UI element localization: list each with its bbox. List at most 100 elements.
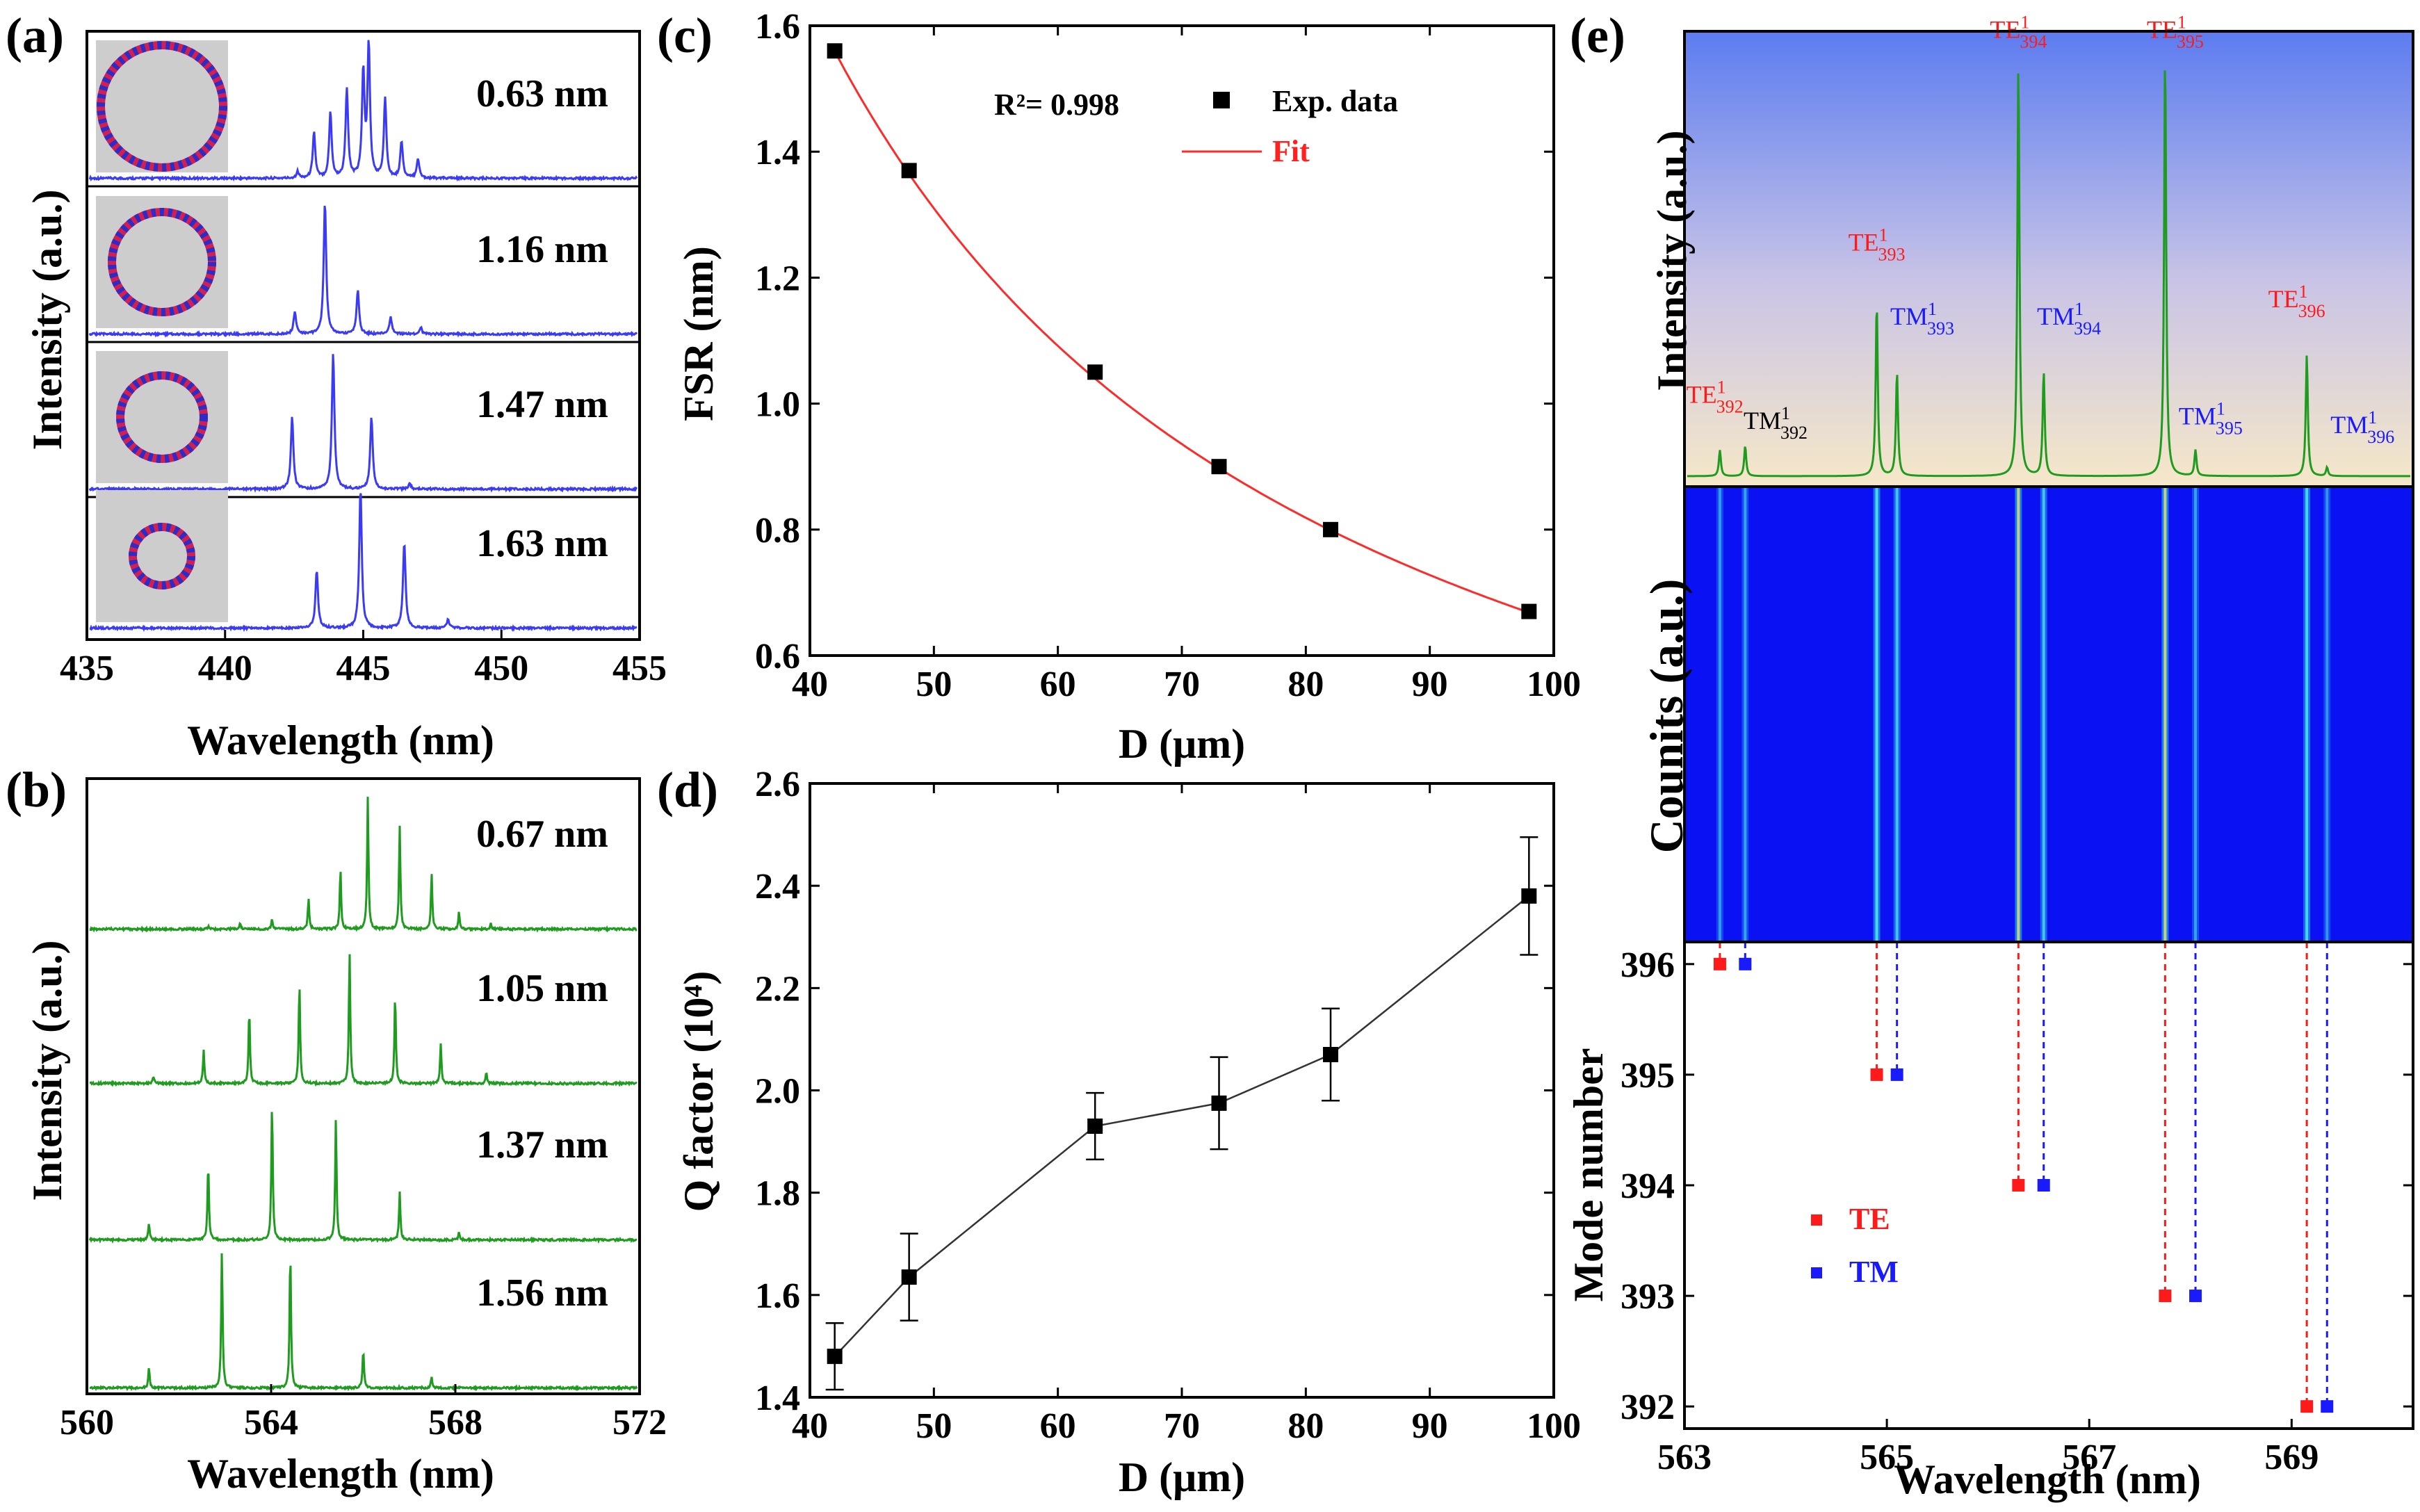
panel-e-mode-ylabel: Mode number [1566,1048,1611,1302]
panel-d-ytick-label: 1.6 [755,1276,800,1316]
panel-e-ytick-label: 392 [1621,1388,1675,1427]
q-factor-line [834,895,1530,1357]
mode-label: TE1 393 [1849,225,1906,265]
q-factor-point [827,1349,843,1365]
panel-e-spectrum-line [1687,70,2410,478]
tm-mode-point [2189,1290,2202,1303]
panel-d-xlabel: D (μm) [1119,1454,1245,1500]
panel-a-xtick-label: 435 [60,649,114,688]
legend-tm-label: TM [1849,1255,1899,1289]
panel-c-xtick-label: 40 [792,665,828,704]
counts-line [2163,488,2167,941]
te-mode-point [1870,1068,1883,1081]
panel-c-ytick-label: 0.8 [755,511,800,551]
panel-d-xtick-label: 70 [1164,1406,1200,1446]
panel-a-spectrum-line [88,205,638,338]
panel-c: (c) 40 50 60 70 80 90 100 0.6 0.8 1.0 1.2 1.4 1.6 D … [657,7,1581,767]
panel-c-ytick-label: 0.6 [755,637,800,676]
panel-e-counts-background [1684,487,2413,942]
mode-label: TM1 394 [2037,299,2101,339]
panel-c-xtick-label: 100 [1527,665,1581,704]
counts-line [2305,488,2309,941]
exp-data-point [827,43,843,59]
panel-b: (b) 0.67 nm 1.05 nm 1.37 nm 1.56 nm 560 564 56… [6,762,667,1497]
exp-data-point [901,163,917,179]
counts-line [1718,488,1721,941]
panel-e-intensity-label: Intensity (a.u.) [1649,130,1695,391]
panel-e-ytick-label: 394 [1621,1166,1675,1206]
panel-b-fsr-label: 1.37 nm [476,1123,608,1166]
exp-data-point [1211,459,1227,475]
panel-a-fsr-label: 1.63 nm [476,522,608,565]
panel-b-xtick-label: 572 [612,1403,667,1442]
mode-label: TM1 392 [1744,403,1808,443]
panel-c-ytick-label: 1.2 [755,259,800,298]
panel-b-subplot: 1.56 nm [89,1253,638,1392]
q-factor-point [1211,1095,1227,1111]
exp-data-point [1521,603,1537,619]
exp-data-point [1323,521,1338,537]
panel-e-spectrum: TE1 392 TM1 392 TE1 393 TM1 393 TE1 394 TM1 394 TE1 3… [1687,12,2410,478]
te-mode-point [2300,1400,2314,1413]
panel-b-xtick-label: 560 [60,1403,114,1442]
panel-c-r2: R²= 0.998 [994,88,1119,122]
counts-line [1895,488,1899,941]
panel-e: (e) TE1 392 TM1 392 TE1 393 TM1 393 TE1 394 TM1 394… [1566,8,2414,1502]
counts-line [2042,488,2045,941]
panel-d-ytick-label: 2.2 [755,969,800,1009]
ring-mode-pattern [116,371,208,463]
panel-a-xtick-label: 455 [612,649,667,688]
panel-b-xtick-label: 564 [244,1403,298,1442]
panel-c-ylabel: FSR (nm) [676,246,722,421]
panel-e-xlabel: Wavelength (nm) [1894,1456,2201,1502]
ring-mode-pattern [108,208,216,316]
panel-e-spectrum-background [1684,31,2413,487]
panel-e-ytick-label: 395 [1621,1056,1675,1096]
panel-d-frame [809,782,1555,1399]
panel-d-ytick-label: 2.6 [755,765,800,804]
legend-te-label: TE [1849,1202,1890,1236]
panel-a-spectrum-line [89,493,638,633]
q-factor-point [1521,888,1537,904]
panel-c-ytick-label: 1.0 [755,385,800,425]
counts-line [2017,488,2020,941]
panel-c-xtick-label: 90 [1412,665,1448,704]
panel-e-mode-plot: 563 565 567 569 392 393 394 395 396 [1621,941,2414,1477]
panel-d-xtick-label: 80 [1288,1406,1324,1446]
panel-b-fsr-label: 0.67 nm [476,813,608,856]
panel-a-fsr-label: 1.47 nm [476,383,608,426]
mode-label: TE1 395 [2147,12,2204,51]
ring-mode-pattern [97,41,227,172]
panel-a-xlabel: Wavelength (nm) [187,717,494,763]
panel-a-xtick-label: 450 [474,649,528,688]
fit-curve [834,50,1529,614]
panel-b-subplot: 0.67 nm [89,797,638,933]
legend-exp-marker [1213,92,1230,108]
panel-b-label: (b) [6,762,67,818]
panel-a: (a) 0.63 nm 1.16 nm 1.47 nm 1.63 nm 435 440 44… [6,8,667,763]
panel-a-subplot: 1.16 nm [87,196,640,343]
panel-c-xtick-label: 60 [1040,665,1076,704]
tm-mode-point [1890,1068,1903,1081]
panel-a-spectrum-line [88,354,638,493]
panel-c-xlabel: D (μm) [1119,721,1245,767]
ring-image-background [96,490,228,622]
panel-b-spectrum-line [88,1112,638,1244]
panel-b-spectrum-line [89,797,638,933]
panel-c-xtick-label: 50 [916,665,952,704]
ring-image-background [96,40,228,172]
ring-mode-pattern [129,523,195,590]
panel-a-xtick-label: 445 [336,649,391,688]
tm-mode-point [2321,1400,2334,1413]
mode-label: TE1 394 [1990,12,2047,51]
ring-image-background [96,196,228,328]
panel-b-xlabel: Wavelength (nm) [187,1451,494,1497]
te-mode-point [2159,1290,2172,1303]
panel-e-ytick-label: 396 [1621,945,1675,985]
mode-label: TE1 392 [1687,377,1744,416]
panel-c-xtick-label: 70 [1164,665,1200,704]
panel-a-xtick-label: 440 [198,649,252,688]
panel-e-xtick-label: 563 [1657,1438,1712,1477]
panel-d-xtick-label: 100 [1527,1406,1581,1446]
panel-b-subplot: 1.37 nm [88,1112,638,1244]
